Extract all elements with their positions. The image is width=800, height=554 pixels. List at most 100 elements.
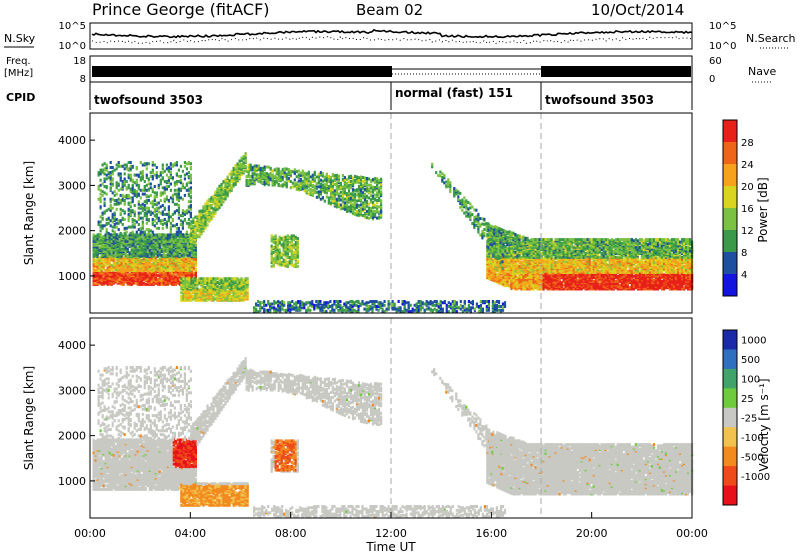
power-cell	[351, 176, 355, 180]
power-cell	[230, 183, 233, 187]
power-cell	[380, 182, 383, 186]
power-cell	[323, 175, 326, 179]
power-cell	[263, 171, 266, 175]
power-cell	[107, 231, 110, 235]
power-cell	[198, 209, 201, 213]
power-cell	[183, 177, 186, 181]
power-cell	[138, 238, 141, 242]
power-cell	[194, 267, 197, 271]
power-cell	[142, 257, 145, 261]
power-cell	[339, 203, 342, 207]
power-cell	[238, 278, 241, 282]
power-cell	[169, 196, 172, 200]
power-cell	[108, 243, 111, 247]
power-cell	[143, 206, 146, 210]
power-cell	[292, 263, 295, 267]
power-cell	[230, 279, 233, 283]
power-cell	[115, 207, 118, 211]
power-cell	[232, 166, 235, 170]
power-cell	[375, 305, 378, 308]
power-cell	[212, 207, 215, 211]
power-cell	[147, 228, 150, 232]
power-cell	[459, 300, 462, 303]
power-cell	[118, 277, 121, 281]
power-cell	[99, 196, 102, 200]
power-cell	[138, 248, 141, 252]
power-cell	[234, 174, 237, 178]
power-cell	[246, 279, 249, 283]
power-cell	[163, 191, 166, 195]
freq-label-line1: Freq.	[6, 56, 31, 67]
power-cell	[212, 283, 215, 287]
power-cell	[132, 246, 135, 250]
power-cell	[251, 172, 254, 176]
power-cell	[153, 224, 156, 228]
power-cell	[121, 164, 124, 168]
power-cell	[145, 206, 148, 210]
power-cell	[122, 256, 125, 260]
power-cell	[126, 274, 129, 278]
power-cell	[187, 181, 190, 185]
power-cell	[147, 195, 150, 199]
power-cell	[159, 205, 162, 209]
power-cell	[425, 300, 428, 303]
power-cell	[123, 167, 126, 171]
power-cell	[220, 278, 223, 282]
power-cell	[190, 222, 193, 226]
power-cell	[99, 199, 102, 202]
power-cell	[146, 250, 149, 253]
freq-band-3	[541, 66, 691, 77]
power-cell	[353, 178, 357, 182]
power-cell	[261, 301, 264, 305]
power-cell	[503, 301, 507, 305]
power-cell	[313, 177, 316, 181]
power-cell	[240, 156, 243, 160]
power-cell	[309, 303, 312, 307]
power-cell	[321, 183, 324, 187]
power-cell	[124, 233, 127, 237]
power-cell	[327, 301, 330, 305]
power-cell	[99, 229, 102, 233]
power-cell	[147, 210, 150, 214]
power-cell	[198, 212, 201, 216]
power-cell	[104, 281, 107, 285]
power-cell	[134, 260, 137, 264]
power-cell	[255, 175, 258, 179]
power-cell	[127, 173, 130, 177]
power-cell	[373, 210, 377, 213]
power-cell	[183, 173, 186, 177]
power-cell	[158, 266, 161, 270]
power-cell	[161, 226, 164, 230]
power-cell	[247, 167, 250, 171]
power-cell	[101, 182, 104, 186]
power-cell	[146, 234, 149, 238]
power-cell	[333, 202, 336, 205]
power-cell	[110, 244, 113, 248]
power-cell	[105, 173, 108, 177]
power-cell	[378, 210, 381, 214]
power-cell	[381, 302, 384, 306]
power-cell	[153, 191, 156, 195]
power-cell	[275, 167, 278, 171]
power-cell	[117, 219, 120, 223]
power-cell	[279, 170, 282, 174]
power-cell	[295, 187, 298, 191]
power-cell	[123, 210, 126, 214]
power-cell	[175, 180, 178, 183]
power-cell	[365, 216, 369, 220]
power-cell	[98, 246, 101, 250]
power-cell	[116, 274, 119, 278]
power-cell	[194, 220, 197, 224]
power-cell	[143, 180, 146, 183]
power-cell	[309, 188, 312, 191]
power-cell	[158, 257, 161, 261]
power-cell	[345, 192, 349, 196]
power-cell	[149, 171, 152, 175]
power-cell	[115, 221, 118, 225]
power-cell	[104, 269, 107, 272]
power-cell	[127, 225, 130, 229]
nsky-panel: N.Sky 10^5 10^0 10^5 10^0 N.Search	[4, 21, 796, 52]
power-cell	[282, 258, 285, 262]
power-cell	[103, 191, 106, 195]
power-cell	[160, 253, 163, 257]
